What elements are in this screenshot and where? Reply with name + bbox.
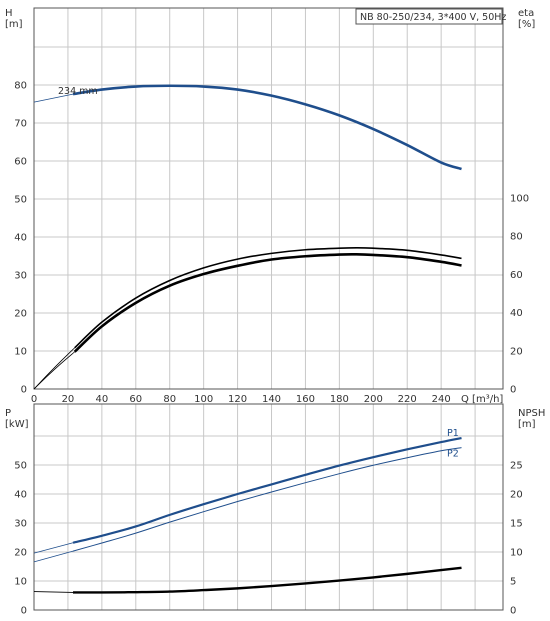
title-box	[355, 8, 503, 25]
top-right-tick-label: 40	[510, 308, 523, 319]
chart-labels: H[m]eta[%]010203040506070800204060801000…	[5, 8, 545, 617]
x-axis-label: Q [m³/h]	[461, 394, 503, 405]
top-left-tick-label: 70	[14, 119, 27, 130]
x-tick-label: 40	[95, 394, 108, 405]
top-left-tick-label: 20	[14, 309, 27, 320]
bottom-left-tick-label: 20	[14, 548, 27, 559]
x-tick-label: 200	[364, 394, 383, 405]
bottom-series-1	[33, 542, 74, 554]
top-right-tick-label: 0	[510, 385, 516, 396]
bottom-right-tick-label: 25	[510, 461, 523, 472]
top-left-tick-label: 40	[14, 233, 27, 244]
top-right-tick-label: 20	[510, 346, 523, 357]
top-series-5	[33, 351, 75, 390]
impeller-diameter-label: 234 mm	[58, 86, 98, 97]
bottom-left-axis-label: [kW]	[5, 419, 29, 430]
bottom-left-tick-label: 40	[14, 490, 27, 501]
x-tick-label: 80	[163, 394, 176, 405]
top-series-3	[73, 252, 462, 353]
bottom-right-tick-label: 0	[510, 606, 516, 617]
x-tick-label: 180	[330, 394, 349, 405]
top-chart-grid	[33, 7, 504, 390]
x-tick-label: 160	[296, 394, 315, 405]
series-label-p2: P2	[447, 449, 459, 460]
bottom-right-tick-label: 15	[510, 519, 523, 530]
bottom-right-tick-label: 20	[510, 490, 523, 501]
bottom-right-axis-label: [m]	[518, 419, 536, 430]
chart-title: NB 80-250/234, 3*400 V, 50Hz	[360, 12, 506, 23]
top-left-axis-label: [m]	[5, 19, 23, 30]
bottom-series-0	[72, 436, 462, 544]
bottom-left-tick-label: 30	[14, 519, 27, 530]
bottom-left-tick-label: 0	[21, 606, 27, 617]
x-tick-label: 0	[31, 394, 37, 405]
top-left-tick-label: 80	[14, 81, 27, 92]
top-plot-frame	[33, 7, 504, 390]
x-tick-label: 120	[228, 394, 247, 405]
bottom-chart-curves	[33, 436, 462, 594]
top-left-tick-label: 60	[14, 157, 27, 168]
bottom-series-3	[33, 550, 74, 563]
top-right-axis-label: [%]	[518, 19, 535, 30]
bottom-chart-grid	[33, 403, 504, 611]
bottom-series-2	[72, 447, 462, 552]
bottom-series-4	[73, 566, 462, 594]
top-left-tick-label: 0	[21, 385, 27, 396]
bottom-plot-frame	[33, 403, 504, 611]
bottom-left-tick-label: 10	[14, 577, 27, 588]
bottom-left-tick-label: 50	[14, 461, 27, 472]
top-left-tick-label: 10	[14, 347, 27, 358]
x-tick-label: 240	[432, 394, 451, 405]
bottom-left-axis-label: P	[5, 408, 11, 419]
top-left-tick-label: 30	[14, 271, 27, 282]
top-right-axis-label: eta	[518, 8, 534, 19]
series-label-p1: P1	[447, 428, 459, 439]
x-tick-label: 100	[194, 394, 213, 405]
bottom-right-tick-label: 10	[510, 548, 523, 559]
x-tick-label: 60	[129, 394, 142, 405]
top-chart-curves	[33, 84, 462, 390]
top-left-tick-label: 50	[14, 195, 27, 206]
top-series-2	[74, 247, 462, 349]
bottom-series-5	[33, 591, 74, 593]
x-tick-label: 140	[262, 394, 281, 405]
bottom-right-tick-label: 5	[510, 577, 516, 588]
bottom-right-axis-label: NPSH	[518, 408, 545, 419]
x-tick-label: 20	[62, 394, 75, 405]
top-right-tick-label: 60	[510, 270, 523, 281]
x-tick-label: 220	[398, 394, 417, 405]
top-series-1	[33, 93, 74, 103]
top-right-tick-label: 80	[510, 232, 523, 243]
top-left-axis-label: H	[5, 8, 13, 19]
top-series-0	[72, 84, 462, 171]
top-right-tick-label: 100	[510, 194, 529, 205]
